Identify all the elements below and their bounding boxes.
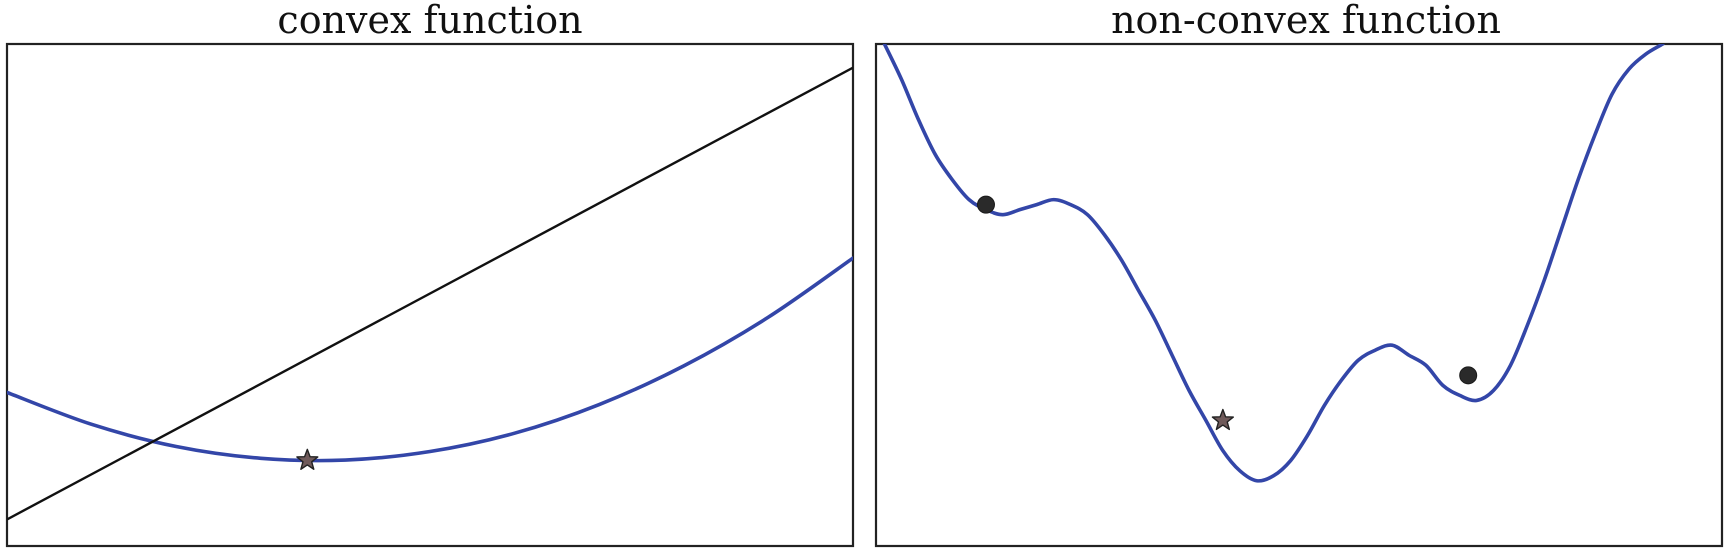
convex-global-minimum-star — [296, 448, 319, 470]
nonconvex-local-minimum-dot — [1459, 366, 1478, 385]
nonconvex-global-minimum-star — [1211, 408, 1235, 431]
convex-panel-title: convex function — [277, 0, 582, 42]
convex-plot-area — [7, 66, 853, 521]
nonconvex-local-minimum-dot — [976, 195, 995, 214]
nonconvex-function-curve — [882, 44, 1665, 483]
nonconvex-plot-area — [882, 44, 1665, 483]
nonconvex-panel: non-convex function — [874, 0, 1724, 548]
convex-secant-line — [7, 66, 853, 521]
convex-plot-frame — [5, 42, 855, 548]
convex-panel: convex function — [5, 0, 855, 548]
nonconvex-plot-frame — [874, 42, 1724, 548]
nonconvex-panel-title: non-convex function — [1111, 0, 1501, 42]
